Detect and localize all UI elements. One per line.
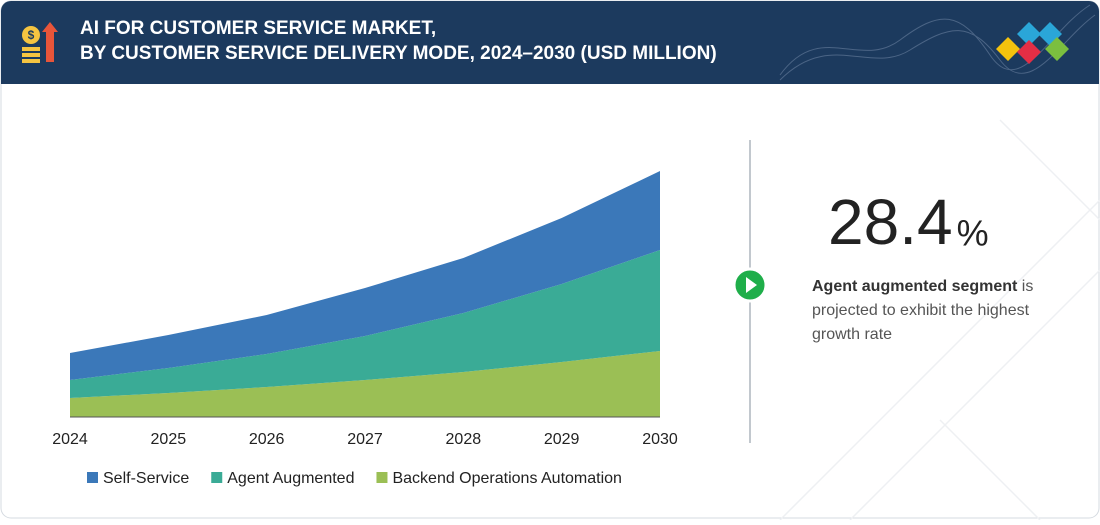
highlight-unit: % — [957, 213, 989, 254]
highlight-value: 28.4 — [828, 186, 953, 258]
x-tick-label: 2025 — [151, 431, 187, 448]
legend-label: Backend Operations Automation — [392, 470, 621, 487]
title-line: BY CUSTOMER SERVICE DELIVERY MODE, 2024–… — [80, 43, 717, 64]
title-line: AI FOR CUSTOMER SERVICE MARKET, — [80, 18, 436, 39]
header-bar — [1, 1, 1099, 84]
legend-label: Agent Augmented — [227, 470, 354, 487]
background-decoration — [779, 119, 1100, 521]
x-tick-label: 2028 — [446, 431, 482, 448]
header-icon: $ — [22, 22, 58, 63]
logo — [996, 22, 1069, 64]
x-tick-label: 2026 — [249, 431, 285, 448]
x-tick-label: 2027 — [347, 431, 383, 448]
x-tick-label: 2030 — [642, 431, 678, 448]
highlight-rest: projected to exhibit the highest — [812, 302, 1030, 319]
highlight-text: Agent augmented segment is projected to e… — [812, 278, 1033, 343]
legend-label: Self-Service — [103, 470, 189, 487]
x-tick-label: 2029 — [544, 431, 580, 448]
highlight-rest: is — [1017, 278, 1033, 295]
svg-text:$: $ — [28, 28, 35, 42]
area — [70, 250, 660, 398]
x-tick-label: 2024 — [52, 431, 88, 448]
legend-swatch — [376, 472, 388, 483]
legend-swatch — [87, 472, 98, 483]
legend-swatch — [211, 472, 223, 483]
area — [70, 171, 660, 380]
area — [70, 351, 660, 417]
chart: 2024 2025 2026 2027 2028 2029 2030 Self-Service… — [52, 171, 678, 487]
arrow-icon — [746, 277, 757, 293]
highlight-bold: Agent augmented segment — [812, 278, 1018, 295]
highlight-rest: growth rate — [812, 326, 892, 343]
